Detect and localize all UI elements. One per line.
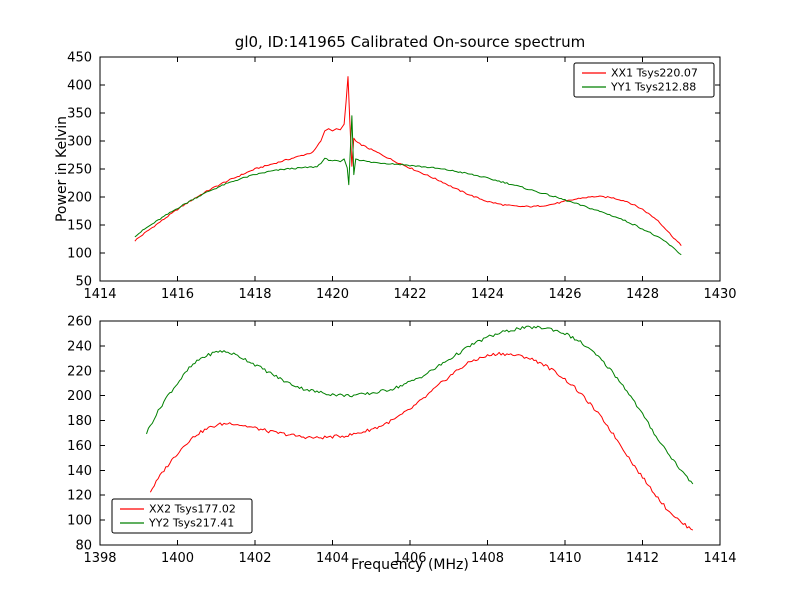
series-line-XX1 xyxy=(134,76,682,247)
y-tick-label: 300 xyxy=(67,135,92,150)
series-line-YY2 xyxy=(146,325,694,485)
x-tick-label: 1428 xyxy=(626,287,659,302)
x-tick-label: 1402 xyxy=(238,551,271,566)
y-tick-label: 150 xyxy=(67,219,92,234)
x-tick-label: 1400 xyxy=(161,551,194,566)
x-tick-label: 1412 xyxy=(626,551,659,566)
y-tick-label: 100 xyxy=(67,247,92,262)
y-tick-label: 400 xyxy=(67,79,92,94)
x-tick-label: 1424 xyxy=(471,287,504,302)
x-tick-label: 1426 xyxy=(548,287,581,302)
x-tick-label: 1406 xyxy=(393,551,426,566)
y-axis-label: Power in Kelvin xyxy=(54,115,70,223)
y-tick-label: 260 xyxy=(67,315,92,330)
x-axis-label: Frequency (MHz) xyxy=(351,557,469,573)
subplot-1: 1398 1400 1402 1404 1406 1408 1410 1412 1414 80 10… xyxy=(67,315,736,567)
x-tick-label: 1422 xyxy=(393,287,426,302)
x-tick-label: 1430 xyxy=(703,287,736,302)
y-tick-label: 350 xyxy=(67,107,92,122)
x-tick-label: 1420 xyxy=(316,287,349,302)
y-tick-label: 120 xyxy=(67,489,92,504)
series-line-XX2 xyxy=(149,351,694,531)
y-tick-label: 250 xyxy=(67,163,92,178)
legend-label: YY1 Tsys212.88 xyxy=(610,81,696,94)
legend-label: XX1 Tsys220.07 xyxy=(611,67,698,80)
x-tick-label: 1404 xyxy=(316,551,349,566)
legend-label: YY2 Tsys217.41 xyxy=(148,517,234,530)
y-tick-label: 220 xyxy=(67,364,92,379)
y-tick-label: 140 xyxy=(67,464,92,479)
x-tick-label: 1410 xyxy=(548,551,581,566)
y-tick-label: 240 xyxy=(67,339,92,354)
x-tick-label: 1418 xyxy=(238,287,271,302)
y-tick-label: 200 xyxy=(67,389,92,404)
x-tick-label: 1416 xyxy=(161,287,194,302)
y-tick-label: 160 xyxy=(67,439,92,454)
y-tick-label: 200 xyxy=(67,191,92,206)
x-tick-label: 1398 xyxy=(83,551,116,566)
chart-title: gl0, ID:141965 Calibrated On-source spec… xyxy=(234,33,586,51)
x-tick-label: 1408 xyxy=(471,551,504,566)
legend-label: XX2 Tsys177.02 xyxy=(149,503,236,516)
y-tick-label: 450 xyxy=(67,51,92,66)
y-tick-label: 100 xyxy=(67,514,92,529)
series-line-YY1 xyxy=(134,115,682,256)
x-tick-label: 1414 xyxy=(83,287,116,302)
y-tick-label: 80 xyxy=(75,539,92,554)
subplot-0: 1414 1416 1418 1420 1422 1424 1426 1428 1430 50 10… xyxy=(67,51,736,303)
y-tick-label: 50 xyxy=(75,275,92,290)
x-tick-label: 1414 xyxy=(703,551,736,566)
y-tick-label: 180 xyxy=(67,414,92,429)
